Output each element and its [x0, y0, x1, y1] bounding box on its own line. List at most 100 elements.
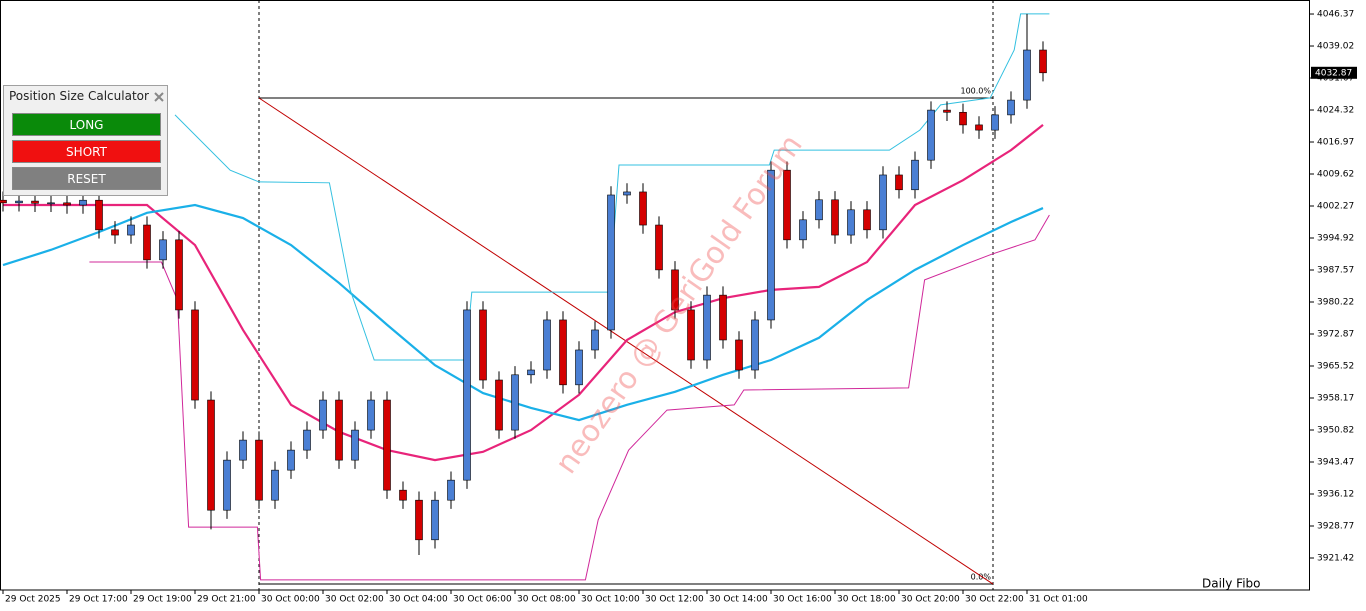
candle-body — [319, 399, 327, 431]
candle-body — [175, 239, 183, 311]
candle-body — [879, 174, 887, 231]
x-tick-label: 30 Oct 22:00 — [965, 595, 1024, 605]
candle-body — [415, 499, 423, 541]
candle-body — [63, 202, 71, 206]
y-tick-label: 4002.27 — [1317, 202, 1354, 212]
last-price-label: 4032.87 — [1315, 68, 1352, 78]
x-tick-label: 30 Oct 12:00 — [645, 595, 704, 605]
candle-body — [591, 329, 599, 351]
candle-body — [655, 224, 663, 271]
candle-body — [303, 429, 311, 451]
candle-body — [1023, 49, 1031, 101]
candle-body — [623, 191, 631, 196]
candle-body — [351, 429, 359, 461]
last-price-box — [1311, 66, 1357, 79]
candle-body — [159, 239, 167, 261]
candle-body — [911, 159, 919, 191]
x-tick-label: 31 Oct 01:00 — [1029, 595, 1088, 605]
candle-body — [191, 309, 199, 401]
candle-body — [335, 399, 343, 461]
y-tick-label: 3987.57 — [1317, 266, 1354, 276]
y-tick-label: 4016.97 — [1317, 138, 1354, 148]
x-tick-label: 30 Oct 16:00 — [773, 595, 832, 605]
candle-body — [207, 399, 215, 511]
x-tick-label: 29 Oct 21:00 — [197, 595, 256, 605]
candle-body — [239, 439, 247, 461]
candle-body — [223, 459, 231, 511]
candle-body — [943, 109, 951, 113]
x-tick-label: 30 Oct 02:00 — [325, 595, 384, 605]
position-size-panel: Position Size Calculator LONG SHORT RESE… — [3, 85, 168, 196]
x-tick-label: 29 Oct 17:00 — [69, 595, 128, 605]
x-tick-label: 30 Oct 08:00 — [517, 595, 576, 605]
candle-body — [543, 319, 551, 371]
x-tick-label: 29 Oct 19:00 — [133, 595, 192, 605]
candle-body — [143, 224, 151, 261]
y-tick-label: 3928.77 — [1317, 522, 1354, 532]
candle-body — [959, 111, 967, 126]
candle-body — [783, 169, 791, 241]
y-tick-label: 3943.47 — [1317, 458, 1354, 468]
plot-frame — [0, 0, 1310, 591]
indicator-line — [2, 203, 1044, 422]
candle-body — [495, 379, 503, 431]
fibo-label: 100.0% — [960, 86, 991, 95]
y-tick-label: 3950.82 — [1317, 426, 1354, 436]
long-button[interactable]: LONG — [12, 113, 161, 136]
candle-body — [863, 209, 871, 231]
candle-body — [15, 200, 23, 204]
candle-body — [927, 109, 935, 161]
candle-body — [1007, 99, 1015, 116]
candle-body — [527, 369, 535, 376]
candle-body — [271, 469, 279, 501]
y-tick-label: 3958.17 — [1317, 394, 1354, 404]
candle-body — [991, 114, 999, 131]
candle-body — [831, 199, 839, 236]
x-tick-label: 30 Oct 10:00 — [581, 595, 640, 605]
candle-body — [671, 269, 679, 311]
candle-body — [815, 199, 823, 221]
y-tick-label: 3936.12 — [1317, 490, 1354, 500]
candle-body — [847, 209, 855, 236]
indicator-line — [89, 214, 1050, 581]
candle-body — [735, 339, 743, 371]
y-tick-label: 3980.22 — [1317, 298, 1354, 308]
candle-body — [751, 319, 759, 371]
y-tick-label: 4039.02 — [1317, 42, 1354, 52]
fibo-name: Daily Fibo — [1202, 577, 1261, 591]
short-button[interactable]: SHORT — [12, 140, 161, 163]
candle-body — [479, 309, 487, 381]
candle-body — [127, 224, 135, 236]
candle-body — [975, 124, 983, 131]
close-icon[interactable] — [154, 92, 164, 102]
y-tick-label: 4009.62 — [1317, 170, 1354, 180]
candle-body — [687, 309, 695, 361]
candle-body — [367, 399, 375, 431]
x-tick-label: 29 Oct 2025 — [5, 595, 61, 605]
y-tick-label: 4024.32 — [1317, 106, 1354, 116]
candle-body — [463, 309, 471, 481]
candle-body — [1039, 49, 1047, 74]
y-tick-label: 3994.92 — [1317, 234, 1354, 244]
candle-body — [895, 174, 903, 191]
candle-body — [767, 169, 775, 321]
y-tick-label: 3972.87 — [1317, 330, 1354, 340]
candle-body — [111, 229, 119, 236]
y-tick-label: 4046.37 — [1317, 10, 1354, 20]
y-tick-label: 3921.42 — [1317, 554, 1354, 564]
candle-body — [255, 439, 263, 501]
candle-body — [719, 294, 727, 341]
x-tick-label: 30 Oct 00:00 — [261, 595, 320, 605]
candle-body — [95, 199, 103, 231]
candle-body — [447, 479, 455, 501]
candle-body — [287, 449, 295, 471]
x-tick-label: 30 Oct 04:00 — [389, 595, 448, 605]
candle-body — [79, 199, 87, 206]
candle-body — [47, 202, 55, 205]
candle-body — [559, 319, 567, 386]
panel-title: Position Size Calculator — [9, 89, 149, 103]
reset-button[interactable]: RESET — [12, 167, 161, 190]
candle-body — [0, 199, 7, 204]
x-tick-label: 30 Oct 14:00 — [709, 595, 768, 605]
